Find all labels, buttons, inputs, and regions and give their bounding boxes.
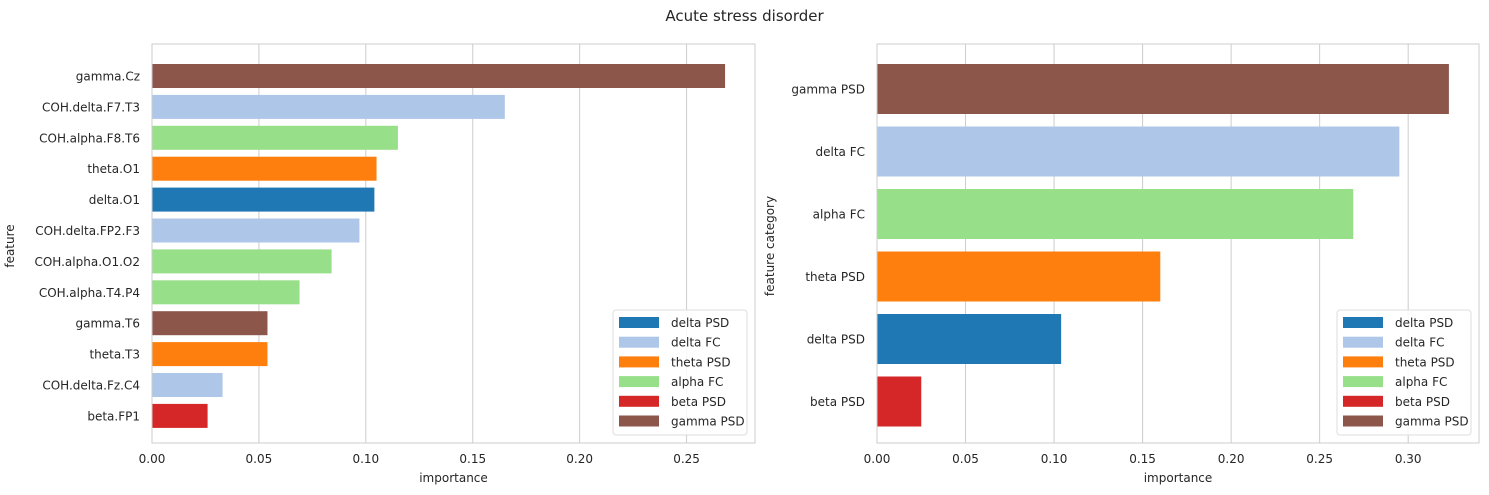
y-tick-label: beta PSD bbox=[810, 395, 865, 409]
bar-alpha-fc bbox=[877, 189, 1354, 239]
y-tick-label: gamma.T6 bbox=[76, 317, 140, 331]
legend-label: delta PSD bbox=[671, 316, 729, 330]
x-tick-label: 0.05 bbox=[246, 452, 273, 466]
y-tick-label: COH.alpha.O1.O2 bbox=[34, 255, 140, 269]
legend-label: gamma PSD bbox=[1395, 415, 1469, 429]
y-tick-label: alpha FC bbox=[813, 208, 865, 222]
bar-delta-o1 bbox=[152, 187, 375, 212]
legend-swatch-delta-fc bbox=[619, 336, 659, 348]
y-tick-label: theta.O1 bbox=[87, 162, 140, 176]
legend-label: gamma PSD bbox=[671, 415, 745, 429]
x-tick-label: 0.20 bbox=[566, 452, 593, 466]
legend: delta PSD delta FC theta PSD alpha FC beta P… bbox=[1336, 309, 1472, 436]
legend-label: theta PSD bbox=[671, 355, 731, 369]
x-tick-label: 0.20 bbox=[1218, 452, 1245, 466]
bar-coh-delta-f7-t3 bbox=[152, 94, 505, 119]
legend-label: beta PSD bbox=[1395, 395, 1450, 409]
bar-gamma-t6 bbox=[152, 311, 268, 336]
legend-swatch-delta-psd bbox=[619, 317, 659, 328]
x-axis-label: importance bbox=[1144, 471, 1213, 485]
y-axis-label: feature category bbox=[763, 196, 777, 296]
bar-coh-delta-fz-c4 bbox=[152, 373, 223, 397]
legend-label: theta PSD bbox=[1395, 355, 1455, 369]
x-tick-label: 0.10 bbox=[352, 452, 379, 466]
legend-swatch-gamma-psd bbox=[619, 415, 659, 427]
x-tick-label: 0.15 bbox=[459, 452, 486, 466]
legend-label: alpha FC bbox=[671, 375, 723, 389]
chart-panel-1: 0.00 0.05 0.10 0.15 0.20 0.25 gamma.Cz COH.delt… bbox=[3, 43, 756, 485]
x-tick-label: 0.10 bbox=[1041, 452, 1068, 466]
x-tick-label: 0.25 bbox=[673, 452, 700, 466]
figure-title: Acute stress disorder bbox=[665, 7, 824, 25]
x-tick-label: 0.30 bbox=[1395, 452, 1422, 466]
bar-gamma-cz bbox=[152, 64, 726, 88]
y-tick-label: COH.delta.Fz.C4 bbox=[42, 379, 140, 393]
y-tick-label: delta FC bbox=[816, 145, 866, 159]
legend-swatch-theta-psd bbox=[1343, 356, 1383, 368]
bar-theta-o1 bbox=[152, 156, 377, 181]
legend-label: delta FC bbox=[1395, 336, 1445, 350]
y-tick-label: beta.FP1 bbox=[87, 409, 140, 423]
y-tick-label: theta PSD bbox=[805, 270, 865, 284]
legend-swatch-gamma-psd bbox=[1343, 415, 1383, 427]
bar-coh-alpha-t4-p4 bbox=[152, 280, 300, 305]
x-tick-label: 0.25 bbox=[1306, 452, 1333, 466]
y-tick-label: gamma.Cz bbox=[76, 70, 140, 84]
x-tick-label: 0.05 bbox=[952, 452, 979, 466]
bar-coh-alpha-o1-o2 bbox=[152, 249, 332, 274]
bar-delta-psd bbox=[877, 314, 1062, 364]
legend-label: delta PSD bbox=[1395, 316, 1453, 330]
x-tick-label: 0.00 bbox=[139, 452, 166, 466]
legend-swatch-alpha-fc bbox=[1343, 376, 1383, 388]
bar-coh-delta-fp2-f3 bbox=[152, 218, 360, 243]
bar-gamma-psd bbox=[877, 64, 1449, 114]
legend-swatch-alpha-fc bbox=[619, 376, 659, 388]
y-tick-label: delta PSD bbox=[807, 333, 865, 347]
x-tick-label: 0.00 bbox=[864, 452, 891, 466]
legend-swatch-beta-psd bbox=[619, 395, 659, 407]
axes-frame bbox=[151, 43, 756, 444]
bar-theta-psd bbox=[877, 251, 1161, 302]
legend-label: delta FC bbox=[671, 336, 721, 350]
bar-beta-psd bbox=[877, 376, 922, 427]
y-tick-label: gamma PSD bbox=[791, 83, 865, 97]
axes-frame bbox=[876, 43, 1480, 444]
y-tick-label: COH.delta.F7.T3 bbox=[42, 100, 140, 114]
x-tick-label: 0.15 bbox=[1129, 452, 1156, 466]
y-tick-label: COH.alpha.T4.P4 bbox=[39, 286, 140, 300]
legend: delta PSD delta FC theta PSD alpha FC beta P… bbox=[612, 309, 748, 436]
legend-swatch-theta-psd bbox=[619, 356, 659, 368]
y-tick-label: COH.alpha.F8.T6 bbox=[39, 131, 140, 145]
legend-swatch-delta-psd bbox=[1343, 317, 1383, 328]
y-tick-label: COH.delta.FP2.F3 bbox=[35, 224, 140, 238]
bar-beta-fp1 bbox=[152, 403, 208, 428]
bar-coh-alpha-f8-t6 bbox=[152, 125, 398, 150]
y-axis-label: feature bbox=[3, 224, 17, 267]
legend-label: alpha FC bbox=[1395, 375, 1447, 389]
y-tick-label: theta.T3 bbox=[89, 348, 140, 362]
bar-theta-t3 bbox=[152, 342, 268, 367]
bar-delta-fc bbox=[877, 126, 1400, 177]
x-axis-label: importance bbox=[419, 471, 488, 485]
y-tick-label: delta.O1 bbox=[89, 193, 140, 207]
legend-label: beta PSD bbox=[671, 395, 726, 409]
legend-swatch-beta-psd bbox=[1343, 395, 1383, 407]
legend-swatch-delta-fc bbox=[1343, 336, 1383, 348]
